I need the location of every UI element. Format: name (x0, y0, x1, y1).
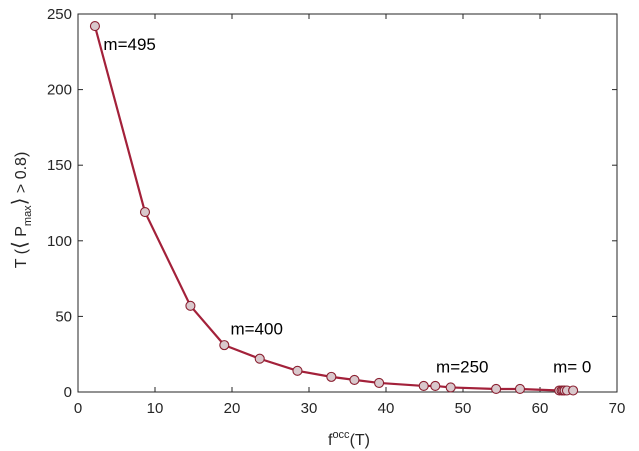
axes: 0 10 20 30 40 50 60 70 0 50 100 150 200 250 (47, 6, 625, 417)
y-tick-label: 150 (47, 157, 72, 174)
x-tick-label: 40 (378, 400, 395, 417)
x-tick-label: 0 (74, 400, 82, 417)
data-point (185, 300, 196, 311)
x-tick-label: 60 (532, 400, 549, 417)
plot-frame (77, 13, 618, 393)
x-axis-label: focc(T) (328, 429, 370, 449)
data-point (568, 385, 579, 396)
x-tick-label: 10 (147, 400, 164, 417)
data-point (254, 353, 265, 364)
y-tick-label: 100 (47, 233, 72, 250)
annotation-label: m=495 (103, 35, 155, 54)
data-point (326, 371, 337, 382)
data-point (514, 383, 526, 395)
annotation-label: m=250 (436, 357, 488, 376)
y-tick-label: 250 (47, 6, 72, 23)
y-axis-label: T (⟨ Pmax⟩ > 0.8) (9, 152, 34, 269)
y-tick-label: 200 (47, 82, 72, 99)
data-point (349, 374, 360, 385)
data-point (219, 340, 230, 351)
y-tick-label: 50 (55, 308, 72, 325)
data-point (418, 380, 429, 392)
data-point (292, 365, 303, 376)
x-tick-label: 70 (609, 400, 626, 417)
series-line (93, 25, 574, 392)
annotation-label: m=400 (230, 319, 282, 338)
plot-area: m=495 m=400 m=250 m= 0 (89, 21, 591, 396)
data-point (374, 377, 385, 388)
x-tick-label: 20 (224, 400, 241, 417)
annotation-label: m= 0 (553, 357, 591, 376)
data-point (445, 382, 456, 393)
data-point (89, 21, 100, 32)
x-tick-label: 50 (455, 400, 472, 417)
data-point (430, 380, 441, 392)
y-tick-label: 0 (64, 384, 72, 401)
data-point (491, 383, 502, 395)
data-point (139, 207, 151, 218)
x-tick-label: 30 (301, 400, 318, 417)
